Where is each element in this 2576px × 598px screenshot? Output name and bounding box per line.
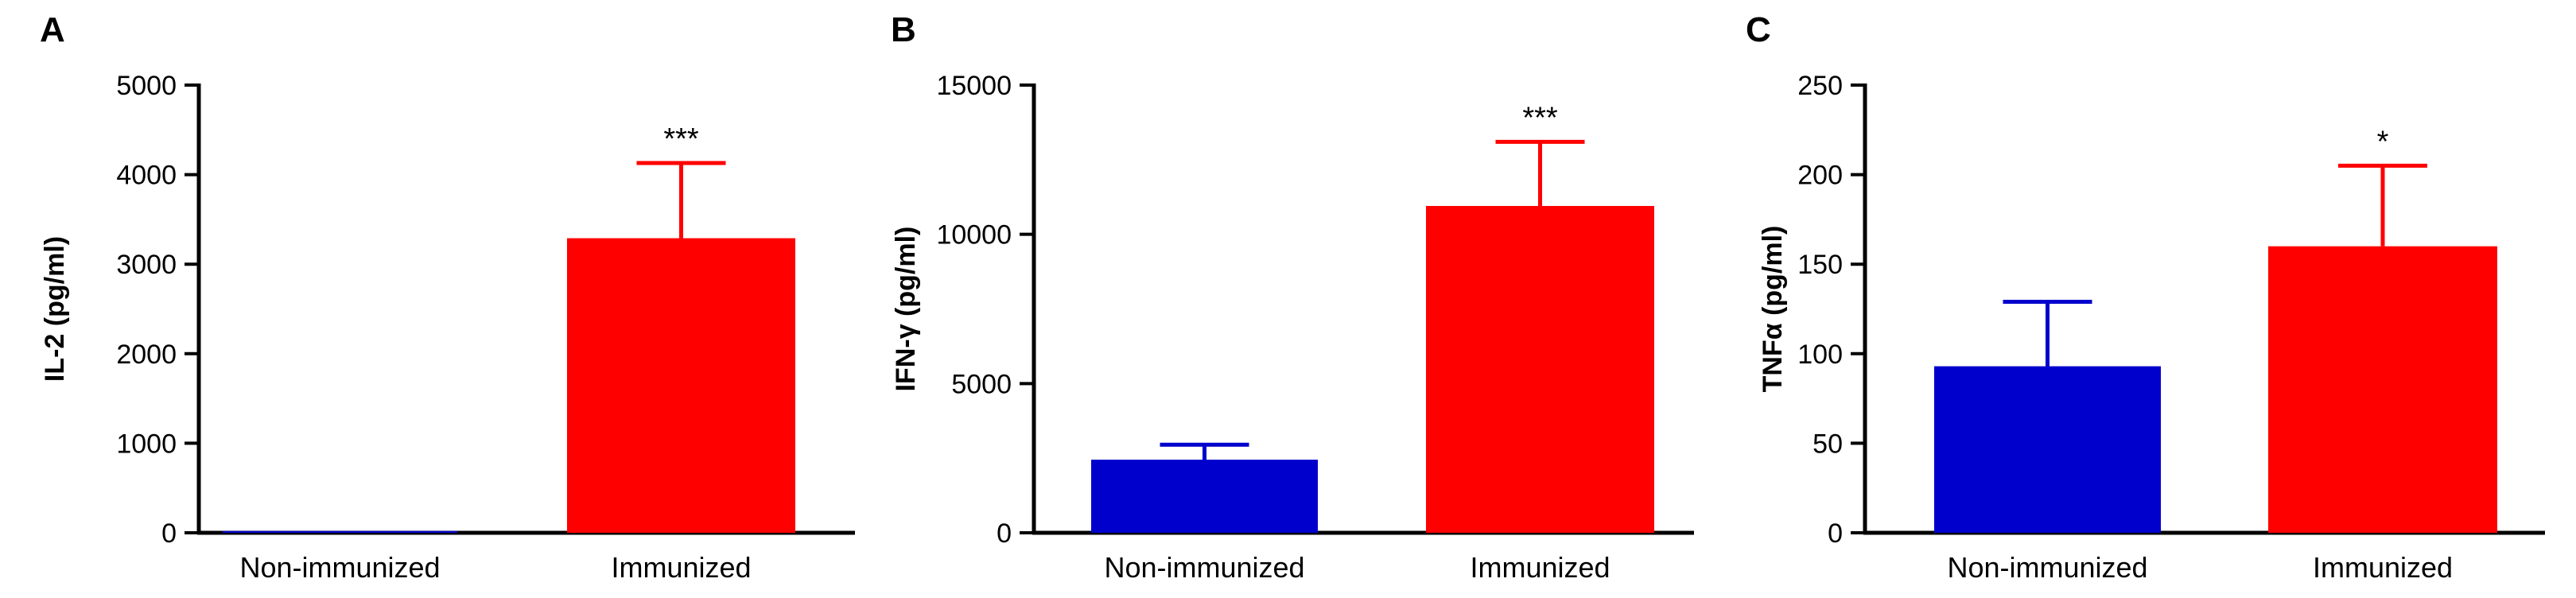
y-tick-label: 0 <box>161 518 177 549</box>
bar-non-immunized <box>223 530 457 533</box>
y-tick-label: 10000 <box>936 220 1012 250</box>
y-tick-label: 1000 <box>116 429 177 459</box>
category-label: Non-immunized <box>1947 551 2147 584</box>
y-axis-label: IL-2 (pg/ml) <box>40 236 70 382</box>
bar-non-immunized <box>1091 460 1318 533</box>
bar-immunized <box>2268 246 2497 533</box>
category-label: Immunized <box>611 551 751 584</box>
y-tick-label: 0 <box>997 518 1012 549</box>
y-tick-label: 2000 <box>116 340 177 370</box>
category-label: Immunized <box>2313 551 2453 584</box>
y-tick-label: 200 <box>1797 161 1843 191</box>
y-axis-label: TNFα (pg/ml) <box>1758 226 1788 393</box>
y-tick-label: 0 <box>1828 518 1843 549</box>
y-axis-label: IFN-γ (pg/ml) <box>891 227 921 392</box>
panel-letter-B: B <box>891 10 916 49</box>
significance-label: *** <box>1522 101 1558 134</box>
y-tick-label: 100 <box>1797 340 1843 370</box>
panel-letter-C: C <box>1746 10 1771 49</box>
panel-letter-A: A <box>40 10 65 49</box>
y-tick-label: 250 <box>1797 71 1843 101</box>
y-tick-label: 3000 <box>116 250 177 280</box>
y-tick-label: 5000 <box>951 369 1012 399</box>
y-tick-label: 5000 <box>116 71 177 101</box>
category-label: Non-immunized <box>239 551 440 584</box>
y-tick-label: 15000 <box>936 71 1012 101</box>
y-tick-label: 50 <box>1813 429 1843 459</box>
y-tick-label: 150 <box>1797 250 1843 280</box>
bar-immunized <box>567 238 795 533</box>
bar-non-immunized <box>1934 366 2161 533</box>
significance-label: * <box>2377 125 2389 158</box>
category-label: Immunized <box>1470 551 1610 584</box>
significance-label: *** <box>663 122 699 156</box>
bar-immunized <box>1426 206 1654 533</box>
y-tick-label: 4000 <box>116 161 177 191</box>
category-label: Non-immunized <box>1104 551 1304 584</box>
